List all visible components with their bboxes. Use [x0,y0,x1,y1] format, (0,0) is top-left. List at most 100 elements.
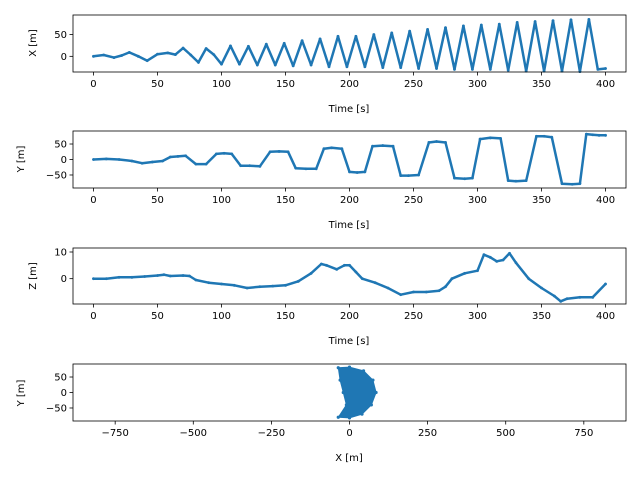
x-axis-label: Time [s] [328,220,370,231]
data-point [444,26,447,30]
x-axis-label: Time [s] [328,336,370,347]
data-point [426,27,429,31]
data-point [220,62,223,66]
x-tick-label: −750 [101,428,128,439]
data-point [391,144,395,148]
data-point [524,179,528,182]
axes-frame [72,130,627,189]
data-point [336,366,340,370]
data-point [222,151,226,155]
data-point [497,22,501,26]
data-point [340,147,344,151]
data-point [450,277,454,281]
y-axis-label: X [m] [28,29,39,57]
data-point [435,67,438,70]
data-point [587,17,591,21]
data-point [470,67,474,71]
x-ticks: 0 50 100 150 200 250 300 350 400 [90,72,615,90]
data-point [435,140,438,143]
data-point [156,274,159,277]
data-point [591,295,595,299]
data-point [463,177,467,181]
data-point [161,159,165,163]
data-point [482,253,486,257]
data-point [212,53,216,56]
x-tick-label: 350 [532,311,551,322]
series-z-vs-time [92,251,607,303]
data-point [348,170,351,174]
y-tick-label: −50 [46,403,67,414]
data-point [345,65,349,69]
data-point [495,259,499,263]
x-tick-label: 150 [276,311,295,322]
data-point [406,174,410,178]
x-tick-label: 350 [532,195,551,206]
data-point [354,34,358,38]
y-tick-label: −50 [46,170,67,181]
data-point [330,146,333,150]
data-point [130,159,134,163]
x-tick-label: 400 [596,79,615,90]
data-point [277,150,281,153]
data-point [176,155,180,158]
data-point [369,403,373,407]
data-point [214,152,218,156]
data-point [515,20,519,24]
data-point [229,44,232,48]
data-point [145,59,149,63]
x-axis-label: Time [s] [328,104,370,115]
data-point [140,161,144,165]
data-point [463,271,467,275]
data-point [453,67,456,71]
data-point [204,47,208,50]
series-line [92,132,607,186]
y-ticks: −50 0 50 [46,140,73,181]
data-point [399,293,403,297]
x-tick-label: 0 [90,79,96,90]
data-point [327,65,331,69]
y-tick-label: 0 [61,155,67,166]
data-point [499,137,502,140]
data-point [104,157,108,161]
x-tick-label: 100 [212,195,231,206]
data-point [325,263,328,267]
axes-frame [72,14,627,73]
x-tick-label: 0 [346,428,352,439]
data-point [552,294,556,298]
data-point [373,281,377,285]
data-point [248,164,252,168]
data-point [246,44,250,48]
data-point [117,275,121,279]
y-tick-label: 50 [54,140,67,151]
panel-y-vs-time: 0 50 100 150 200 250 300 350 400 −50 0 50 Time [s]… [16,130,627,231]
data-point [399,174,403,178]
data-point [117,158,121,161]
data-point [508,251,511,255]
x-tick-label: 750 [574,428,593,439]
data-point [408,29,412,33]
data-point [344,403,348,407]
x-tick-label: −250 [258,428,285,439]
y-ticks: 0 10 [54,248,73,285]
data-point [127,51,131,54]
y-axis-label: Z [m] [28,262,39,290]
y-tick-label: 0 [61,52,67,63]
data-point [284,283,287,287]
data-point [360,412,364,416]
data-point [181,274,185,277]
data-point [584,132,588,136]
data-point [264,42,268,46]
x-tick-label: 150 [276,79,295,90]
x-ticks: 0 50 100 150 200 250 300 350 400 [90,188,615,206]
data-point [255,63,259,67]
x-tick-label: 0 [90,311,96,322]
data-point [189,53,193,57]
x-tick-label: 50 [151,195,164,206]
data-point [488,136,492,140]
data-point [596,67,600,71]
y-axis-label: Y [m] [16,145,27,173]
data-point [381,66,385,70]
data-point [533,20,537,23]
data-point [604,282,607,286]
data-point [102,53,106,57]
